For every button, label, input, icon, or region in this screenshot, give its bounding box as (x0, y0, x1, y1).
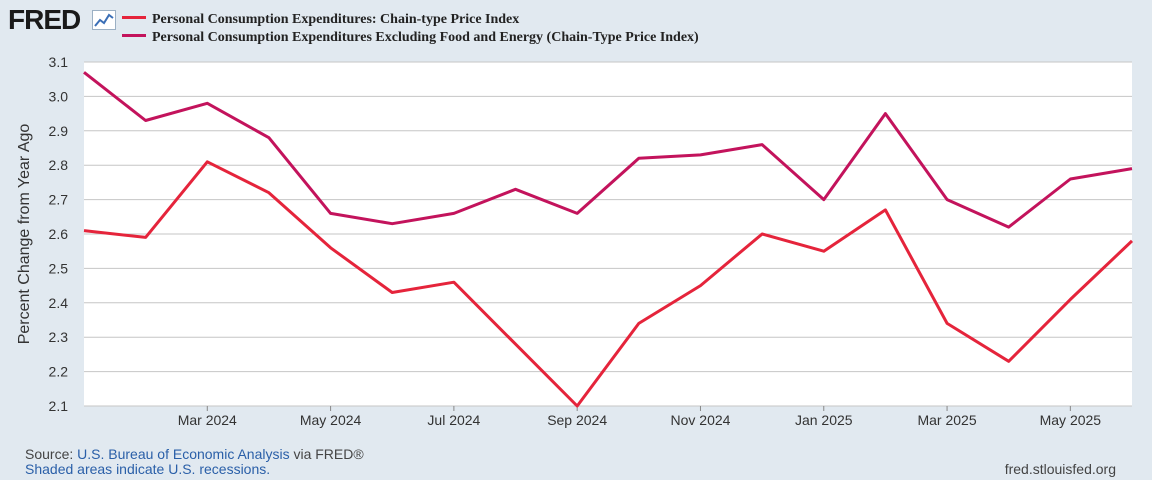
series-lines (83, 71, 1134, 408)
chart-header: FRED Personal Consumption Expenditures: … (0, 0, 1152, 56)
x-tick-label: Jan 2025 (795, 412, 853, 428)
fred-logo[interactable]: FRED (8, 4, 81, 35)
x-tick-label: Sep 2024 (547, 412, 607, 428)
legend-swatch-pce (122, 16, 146, 20)
y-tick-label: 2.9 (49, 123, 69, 139)
y-tick-label: 2.4 (49, 295, 69, 311)
legend-label-core-pce: Personal Consumption Expenditures Exclud… (152, 30, 699, 45)
y-tick-label: 2.6 (49, 226, 69, 242)
line-chart: 2.1 2.2 2.3 2.4 2.5 2.6 2.7 2.8 2.9 3.0 3.1 Mar 20… (16, 54, 1134, 428)
y-tick-label: 2.8 (49, 157, 69, 173)
y-tick-label: 2.5 (49, 260, 69, 276)
legend-entry-pce[interactable]: Personal Consumption Expenditures: Chain… (122, 12, 519, 30)
x-tick-label: Nov 2024 (671, 412, 731, 428)
recession-note: Shaded areas indicate U.S. recessions. (25, 461, 271, 477)
legend-entry-core-pce[interactable]: Personal Consumption Expenditures Exclud… (122, 30, 699, 48)
series-line-core-pce[interactable] (83, 71, 1133, 229)
y-axis-title: Percent Change from Year Ago (16, 124, 33, 345)
y-tick-label: 2.1 (49, 398, 69, 414)
x-tick-label: May 2025 (1040, 412, 1102, 428)
source-link[interactable]: U.S. Bureau of Economic Analysis (77, 446, 290, 462)
fred-url[interactable]: fred.stlouisfed.org (1004, 461, 1116, 477)
series-line-pce[interactable] (83, 160, 1134, 408)
line-chart-icon (92, 10, 116, 30)
source-prefix: Source: (25, 446, 78, 462)
x-tick-label: Mar 2024 (178, 412, 237, 428)
x-axis-ticks: Mar 2024 May 2024 Jul 2024 Sep 2024 Nov 2024… (178, 406, 1102, 428)
x-tick-label: May 2024 (300, 412, 362, 428)
legend-swatch-core-pce (122, 34, 146, 38)
y-tick-label: 2.7 (49, 192, 69, 208)
x-tick-label: Jul 2024 (427, 412, 480, 428)
gridlines (84, 61, 1132, 407)
source-via: via FRED® (289, 446, 364, 462)
y-tick-label: 2.3 (49, 329, 69, 345)
source-note: Source: U.S. Bureau of Economic Analysis… (25, 446, 364, 462)
y-tick-label: 3.0 (49, 88, 69, 104)
x-tick-label: Mar 2025 (917, 412, 976, 428)
y-tick-label: 2.2 (49, 364, 69, 380)
legend-label-pce: Personal Consumption Expenditures: Chain… (152, 12, 520, 27)
y-axis-ticks: 2.1 2.2 2.3 2.4 2.5 2.6 2.7 2.8 2.9 3.0 3.1 (49, 54, 69, 414)
y-tick-label: 3.1 (49, 54, 69, 70)
